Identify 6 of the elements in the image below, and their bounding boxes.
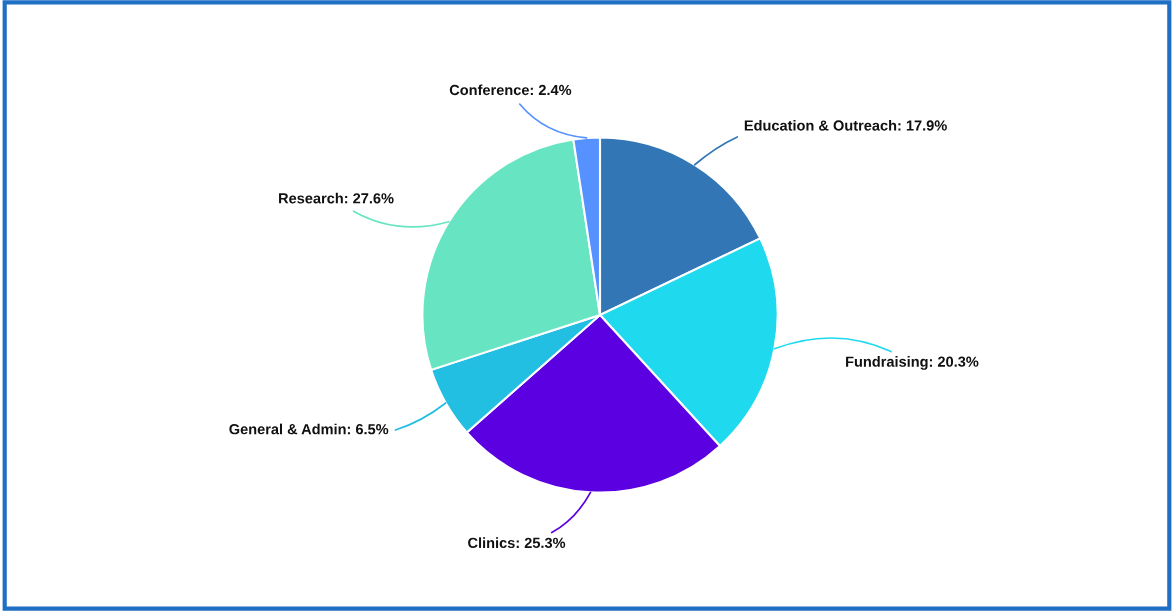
slice-label: Education & Outreach: 17.9%: [744, 119, 947, 131]
slice-label: Research: 27.6%: [279, 192, 394, 204]
slice-label: Fundraising: 20.3%: [846, 356, 979, 370]
slice-label: General & Admin: 6.5%: [229, 423, 389, 435]
slice-label: Clinics: 25.3%: [468, 537, 566, 549]
slice-label: Conference: 2.4%: [449, 84, 572, 96]
